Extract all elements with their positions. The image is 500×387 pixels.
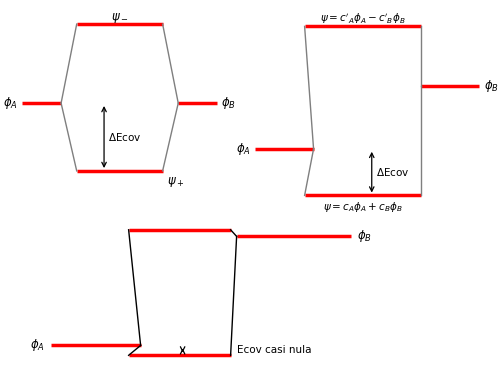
Text: $\psi = c'_A\phi_A - c'_B\phi_B$: $\psi = c'_A\phi_A - c'_B\phi_B$ (320, 12, 406, 26)
Text: $\phi_B$: $\phi_B$ (221, 95, 236, 111)
Text: $\Delta$Ecov: $\Delta$Ecov (108, 131, 142, 143)
Text: $\psi_+$: $\psi_+$ (166, 175, 184, 189)
Text: $\phi_A$: $\phi_A$ (4, 95, 18, 111)
Text: $\psi_-$: $\psi_-$ (111, 11, 128, 25)
Text: $\phi_B$: $\phi_B$ (484, 77, 498, 94)
Text: $\phi_B$: $\phi_B$ (356, 228, 372, 244)
Text: Ecov casi nula: Ecov casi nula (236, 345, 311, 355)
Text: $\phi_A$: $\phi_A$ (30, 337, 44, 353)
Text: $\psi = c_A\phi_A + c_B\phi_B$: $\psi = c_A\phi_A + c_B\phi_B$ (323, 200, 402, 214)
Text: $\phi_A$: $\phi_A$ (236, 141, 251, 157)
Text: $\Delta$Ecov: $\Delta$Ecov (376, 166, 410, 178)
